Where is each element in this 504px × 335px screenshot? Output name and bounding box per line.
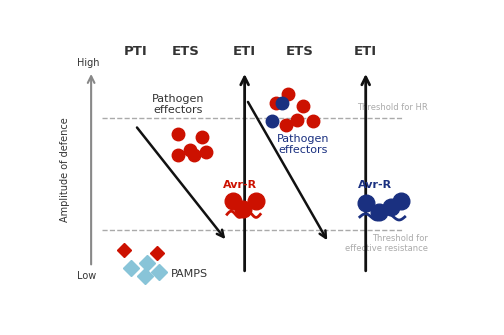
Text: High: High: [77, 58, 99, 68]
Text: Pathogen
effectors: Pathogen effectors: [152, 94, 205, 116]
Text: Avr-R: Avr-R: [223, 180, 257, 190]
Text: Threshold for HR: Threshold for HR: [357, 104, 428, 113]
Text: Avr-R: Avr-R: [358, 180, 392, 190]
Text: Threshold for
effective resistance: Threshold for effective resistance: [345, 234, 428, 253]
Text: Pathogen
effectors: Pathogen effectors: [277, 134, 330, 155]
Text: Low: Low: [77, 271, 96, 281]
Text: Amplitude of defence: Amplitude of defence: [60, 117, 70, 221]
Text: ETI: ETI: [233, 45, 256, 58]
Text: ETI: ETI: [354, 45, 377, 58]
Text: PTI: PTI: [123, 45, 147, 58]
Text: ETS: ETS: [172, 45, 200, 58]
Text: PAMPS: PAMPS: [170, 269, 208, 279]
Text: ETS: ETS: [285, 45, 313, 58]
